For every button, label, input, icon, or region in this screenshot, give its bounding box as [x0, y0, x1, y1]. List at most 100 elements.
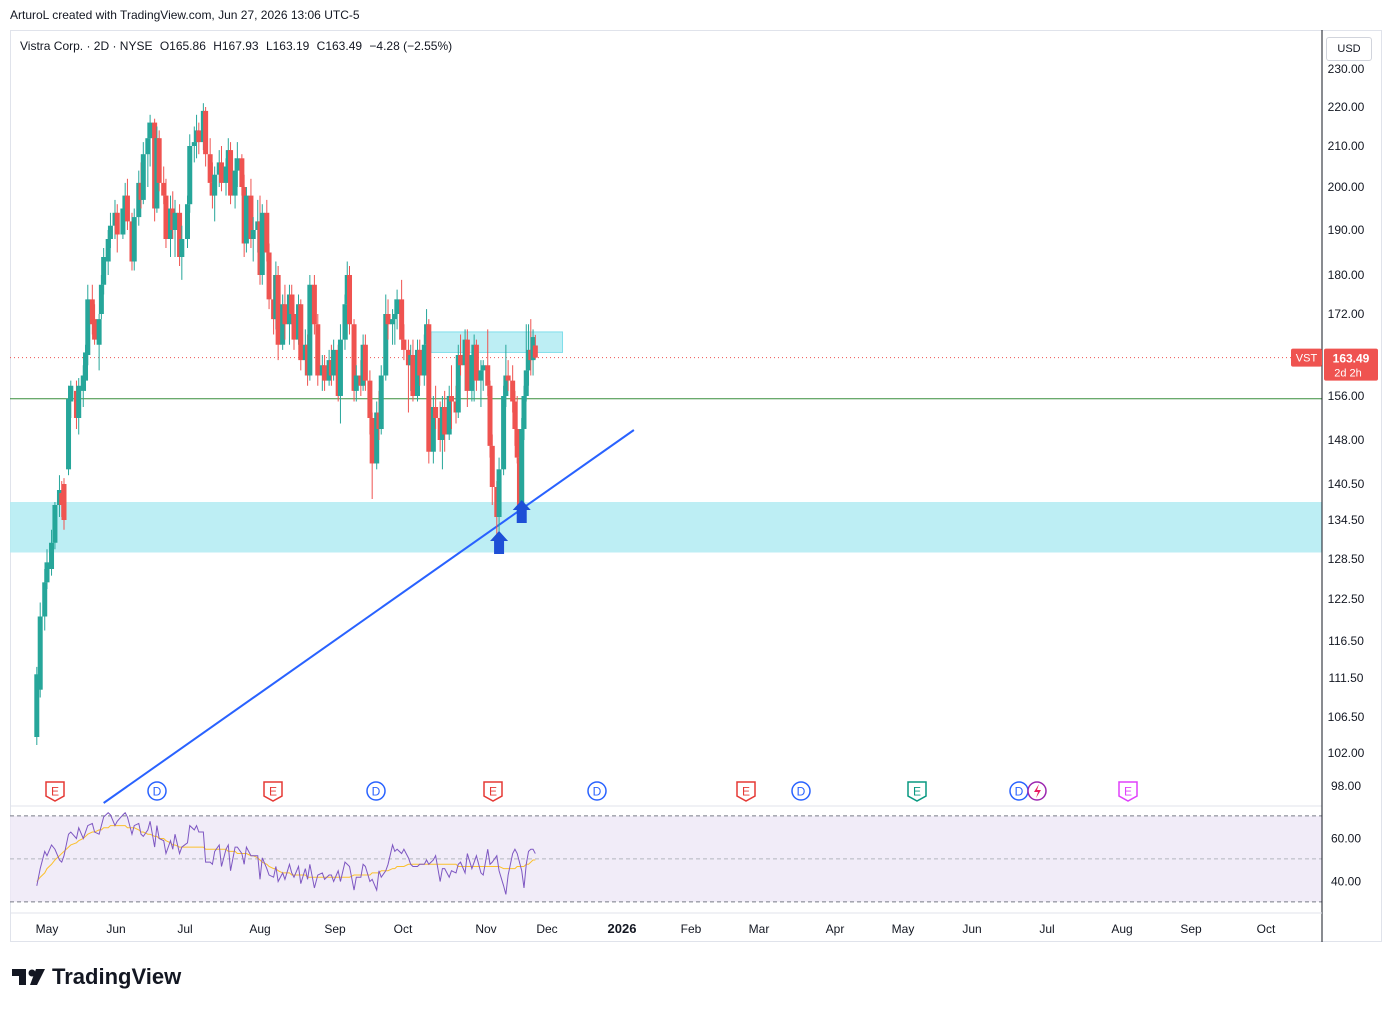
- lines-layer: [10, 357, 1322, 804]
- time-tick-label: Aug: [1111, 922, 1132, 936]
- candle-body: [446, 396, 452, 435]
- candle-body: [473, 344, 479, 381]
- price-tick-label: 190.00: [1328, 223, 1365, 237]
- symbol-legend[interactable]: Vistra Corp. · 2D · NYSE O165.86 H167.93…: [20, 39, 456, 53]
- candle-body: [291, 314, 297, 340]
- tradingview-logo-icon: [12, 969, 45, 985]
- candle-body: [92, 319, 98, 340]
- price-tick-label: 200.00: [1328, 180, 1365, 194]
- axes-layer: 230.00 220.00 210.00 200.00 190.00 180.00 172.…: [10, 30, 1378, 942]
- candle-body: [487, 385, 493, 446]
- dividend-icon: [366, 781, 386, 801]
- low-value: L163.19: [265, 39, 310, 53]
- tradingview-logo: TradingView: [12, 964, 181, 990]
- candle-body: [399, 299, 405, 340]
- candle-body: [322, 365, 328, 381]
- candle-body: [455, 355, 461, 413]
- chart-frame: [10, 30, 1382, 942]
- candle-body: [250, 230, 256, 239]
- currency-button[interactable]: USD: [1326, 37, 1372, 61]
- candle-body: [532, 345, 538, 358]
- candle-body: [218, 162, 224, 183]
- candle-body: [68, 385, 74, 402]
- candle-body: [85, 299, 91, 355]
- candle-body: [390, 319, 396, 325]
- candles-layer: [34, 103, 538, 745]
- time-tick-label: Apr: [826, 922, 845, 936]
- time-tick-label: Mar: [749, 922, 770, 936]
- ticker-badge: [1291, 348, 1322, 367]
- markers-layer: [490, 500, 531, 554]
- price-tick-label: 102.00: [1328, 746, 1365, 760]
- candle-body: [203, 110, 209, 155]
- candle-body: [512, 401, 518, 429]
- time-tick-label: Jun: [106, 922, 125, 936]
- chart-credit: ArturoL created with TradingView.com, Ju…: [10, 8, 360, 22]
- candle-body: [187, 146, 193, 205]
- price-tick-label: 220.00: [1328, 100, 1365, 114]
- price-tick-label: 210.00: [1328, 139, 1365, 153]
- candle-body: [61, 484, 67, 520]
- zones-layer: [10, 331, 1322, 553]
- candle-body: [66, 398, 72, 470]
- price-tick-label: 172.00: [1328, 307, 1365, 321]
- candle-body: [89, 299, 95, 325]
- open-value: O165.86: [159, 39, 206, 53]
- candle-body: [140, 154, 146, 200]
- candle-body: [259, 212, 265, 275]
- candle-body: [239, 158, 245, 187]
- time-tick-label: Oct: [1257, 922, 1276, 936]
- price-tick-label: 140.50: [1328, 477, 1365, 491]
- price-tick-label: 230.00: [1328, 62, 1365, 76]
- candle-body: [503, 375, 509, 396]
- support-zone: [10, 502, 1322, 553]
- event-label: E: [51, 785, 59, 799]
- price-tick-label: 116.50: [1328, 634, 1364, 648]
- candle-body: [232, 170, 238, 196]
- candle-body: [362, 344, 368, 381]
- event-label: D: [1015, 785, 1024, 799]
- candle-body: [156, 138, 162, 183]
- candle-body: [385, 314, 391, 325]
- candle-body: [96, 319, 102, 345]
- candle-body: [147, 122, 153, 139]
- candle-body: [131, 217, 137, 262]
- trendline: [103, 429, 635, 804]
- candle-body: [223, 166, 229, 183]
- candle-body: [52, 505, 58, 543]
- candle-body: [369, 418, 375, 464]
- candle-body: [347, 275, 353, 325]
- candle-body: [410, 355, 416, 396]
- rsi-line: [36, 811, 536, 895]
- candle-body: [114, 212, 120, 235]
- price-tick-label: 148.00: [1328, 433, 1365, 447]
- candle-body: [392, 314, 398, 320]
- rsi-pane: [10, 805, 1322, 903]
- time-tick-label: Feb: [681, 922, 702, 936]
- price-badge: [1324, 348, 1378, 381]
- rsi-tick-label: 40.00: [1331, 875, 1361, 889]
- change-value: −4.28 (−2.55%): [369, 39, 453, 53]
- symbol-title: Vistra Corp. · 2D · NYSE: [20, 39, 153, 53]
- candle-body: [289, 294, 295, 314]
- dividend-icon: [791, 781, 811, 801]
- candle-body: [145, 138, 151, 155]
- candle-body: [307, 284, 313, 376]
- candle-body: [480, 365, 486, 371]
- price-tick-label: 134.50: [1328, 513, 1365, 527]
- price-tick-label: 128.50: [1328, 552, 1365, 566]
- candle-body: [464, 339, 470, 391]
- earnings-icon: [736, 781, 756, 802]
- time-tick-label: Jul: [177, 922, 192, 936]
- time-tick-label: Nov: [475, 922, 496, 936]
- candle-body: [234, 158, 240, 171]
- candle-body: [421, 344, 427, 376]
- candle-body: [161, 182, 167, 196]
- candle-body: [394, 299, 400, 314]
- time-tick-label: Sep: [324, 922, 346, 936]
- candle-body: [191, 142, 197, 146]
- earnings-icon: [45, 781, 65, 802]
- event-label: E: [1124, 785, 1132, 799]
